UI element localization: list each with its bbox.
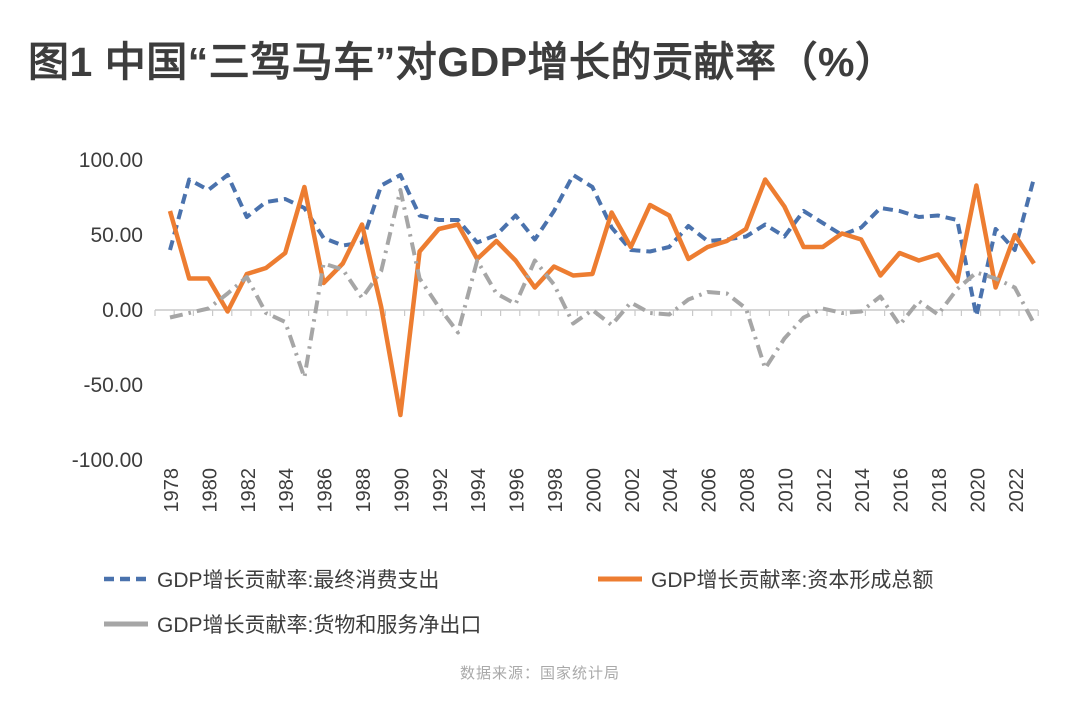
legend-swatch-capital-solid-line [598,576,642,582]
series-line-consumption [168,173,1036,318]
x-axis-year-label: 2022 [1006,468,1028,513]
legend-swatch-net-exports-line [104,621,148,627]
series-line-net-exports [169,188,1036,380]
x-axis-year-label: 1992 [430,468,452,513]
x-axis-year-label: 2006 [699,468,721,513]
legend-label-consumption: GDP增长贡献率:最终消费支出 [157,569,440,592]
x-axis-year-label: 1978 [161,468,183,513]
x-axis-year-label: 2010 [775,468,797,513]
x-axis-year-label: 1982 [238,468,260,513]
x-axis-year-label: 1994 [468,468,490,513]
x-axis-year-label: 2012 [814,468,836,513]
x-axis-year-label: 2018 [929,468,951,513]
y-axis-tick-label: 0.00 [102,299,143,322]
series-line-capital [167,177,1036,418]
x-axis-year-label: 1984 [276,468,298,513]
x-axis-year-label: 2008 [737,468,759,513]
legend-item-capital: GDP增长贡献率:资本形成总额 [597,566,933,592]
x-axis-year-label: 2016 [891,468,913,513]
y-axis-tick-label: 100.00 [79,149,143,172]
legend-label-capital: GDP增长贡献率:资本形成总额 [651,569,934,592]
x-axis-year-label: 2004 [660,468,682,513]
x-axis-year-label: 2014 [852,468,874,513]
chart-title: 图1 中国“三驾马车”对GDP增长的贡献率（%） [28,39,897,85]
y-axis-tick-label: -100.00 [72,449,143,472]
x-axis-year-label: 2002 [622,468,644,513]
x-axis-year-label: 1988 [353,468,375,513]
x-axis-year-label: 1998 [545,468,567,513]
legend-label-net-exports: GDP增长贡献率:货物和服务净出口 [157,614,482,637]
legend-item-consumption: GDP增长贡献率:最终消费支出 [103,566,439,592]
x-axis-year-label: 1996 [507,468,529,513]
legend-swatch-consumption-dashed-line [104,576,148,582]
y-axis-tick-label: -50.00 [83,374,143,397]
data-source-note: 数据来源：国家统计局 [459,665,620,682]
y-axis-tick-label: 50.00 [90,224,143,247]
x-axis-year-label: 1980 [199,468,221,513]
legend-item-net-exports: GDP增长贡献率:货物和服务净出口 [103,611,481,637]
x-axis-year-label: 2000 [583,468,605,513]
x-axis-year-label: 1986 [315,468,337,513]
x-axis-year-label: 1990 [391,468,413,513]
x-axis-year-label: 2020 [967,468,989,513]
